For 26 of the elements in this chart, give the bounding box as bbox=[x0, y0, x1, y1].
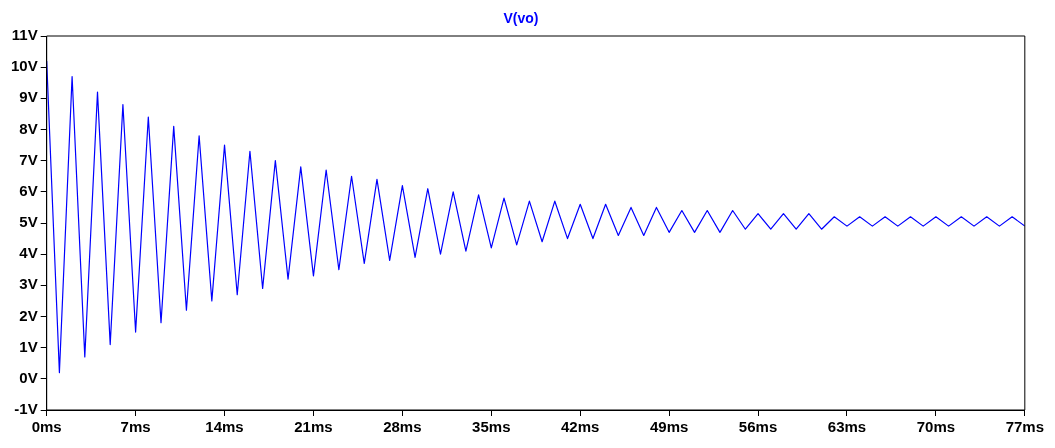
y-tick-label: 8V bbox=[19, 119, 38, 137]
y-tick-label: 1V bbox=[19, 337, 38, 355]
x-tick-label: 63ms bbox=[827, 418, 867, 436]
x-tick-label: 70ms bbox=[916, 418, 956, 436]
x-tick-label: 21ms bbox=[294, 418, 333, 436]
y-tick-label: 5V bbox=[19, 213, 38, 231]
y-tick-label: -1V bbox=[14, 400, 38, 418]
x-tick-label: 28ms bbox=[383, 418, 422, 436]
y-tick-label: 6V bbox=[19, 181, 38, 199]
x-tick-label: 56ms bbox=[738, 418, 778, 436]
x-tick-label: 49ms bbox=[649, 418, 689, 436]
y-tick-label: 9V bbox=[19, 88, 38, 106]
y-tick-label: 11V bbox=[11, 26, 38, 44]
x-tick-label: 0ms bbox=[31, 418, 62, 436]
y-tick-label: 0V bbox=[19, 368, 38, 386]
x-tick-label: 77ms bbox=[1005, 418, 1045, 436]
y-tick-label: 10V bbox=[10, 57, 38, 75]
y-tick-label: 3V bbox=[19, 275, 38, 293]
x-tick-label: 14ms bbox=[205, 418, 244, 436]
y-tick-label: 7V bbox=[19, 150, 38, 168]
y-tick-label: 4V bbox=[19, 244, 38, 262]
y-tick-label: 2V bbox=[19, 306, 38, 324]
text: V(vo) bbox=[503, 9, 539, 26]
x-tick-label: 35ms bbox=[472, 418, 511, 436]
x-tick-label: 7ms bbox=[120, 418, 151, 436]
x-tick-label: 42ms bbox=[561, 418, 600, 436]
